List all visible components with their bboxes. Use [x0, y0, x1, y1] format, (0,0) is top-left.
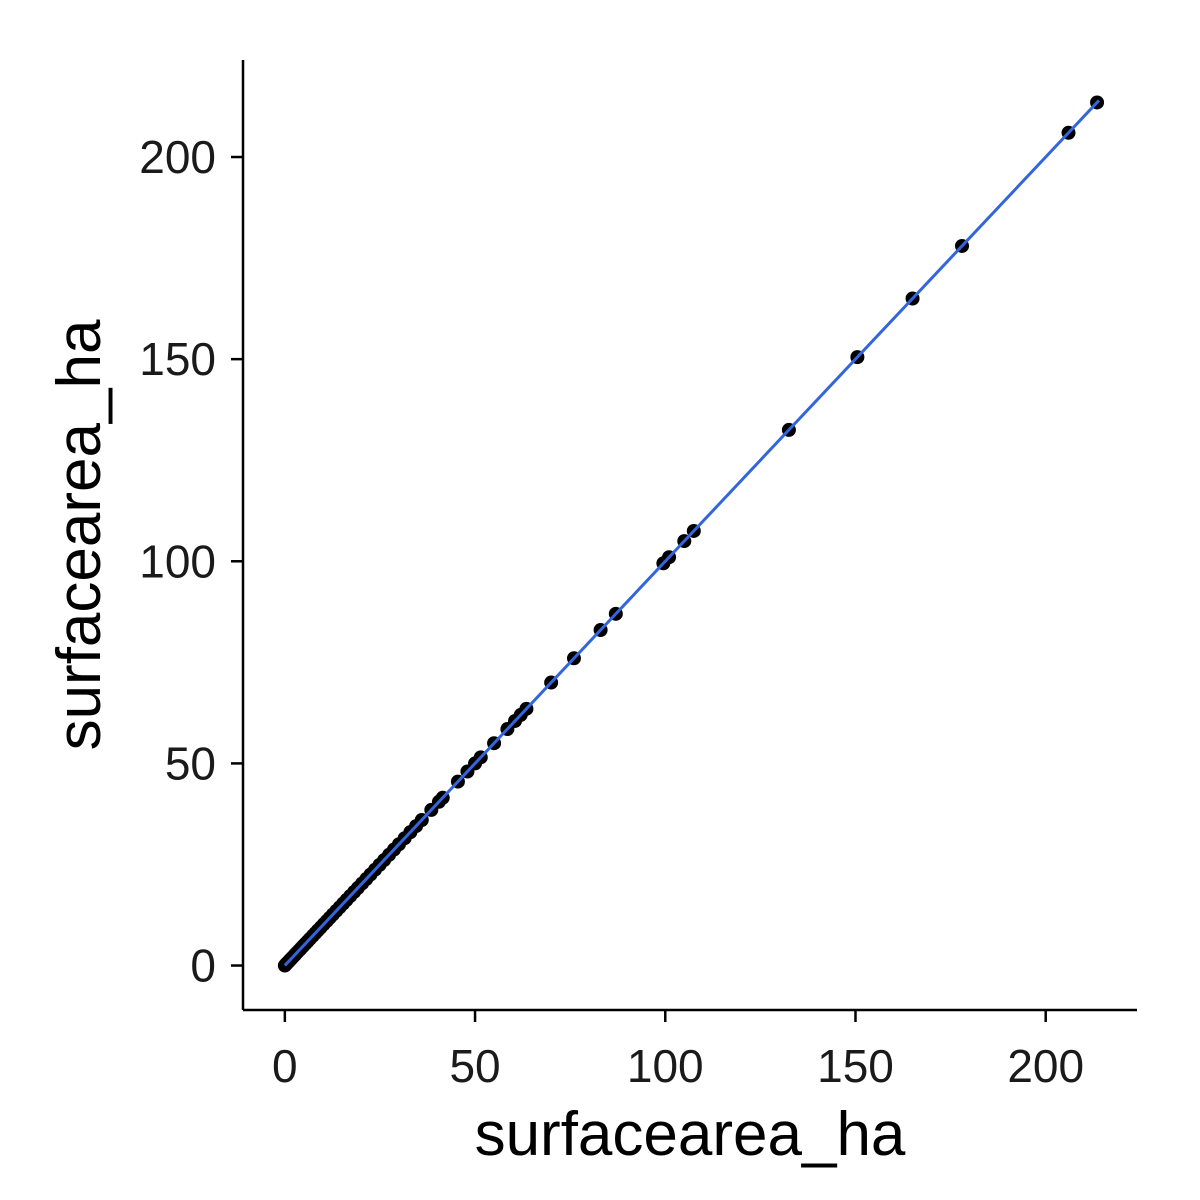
- x-tick-label: 200: [1007, 1040, 1084, 1092]
- y-tick-label: 50: [165, 737, 216, 789]
- x-axis-ticks: 0 50 100 150 200: [272, 1010, 1084, 1092]
- x-tick-label: 50: [449, 1040, 500, 1092]
- y-axis-ticks: 0 50 100 150 200: [139, 131, 243, 992]
- x-tick-label: 0: [272, 1040, 298, 1092]
- y-tick-label: 0: [190, 940, 216, 992]
- x-axis-title: surfacearea_ha: [475, 1100, 906, 1169]
- y-axis-title: surfacearea_ha: [45, 319, 114, 750]
- y-tick-label: 150: [139, 333, 216, 385]
- fit-line: [283, 99, 1101, 967]
- y-tick-label: 100: [139, 535, 216, 587]
- x-tick-label: 100: [627, 1040, 704, 1092]
- y-tick-label: 200: [139, 131, 216, 183]
- x-tick-label: 150: [817, 1040, 894, 1092]
